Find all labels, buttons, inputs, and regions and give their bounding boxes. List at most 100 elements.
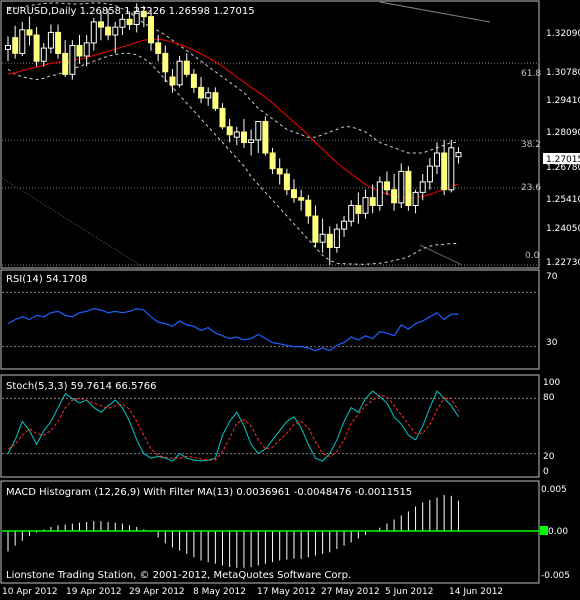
candle-body — [441, 152, 448, 191]
candle-body — [269, 152, 276, 170]
candle-body — [348, 205, 355, 222]
candle-body — [133, 10, 140, 25]
candle-body — [405, 170, 412, 206]
candle-body — [5, 45, 11, 50]
macd-axis-top: 0.005 — [541, 485, 567, 495]
candle-body — [341, 220, 348, 230]
candle-body — [426, 165, 433, 183]
candle-body — [326, 233, 333, 248]
rsi-axis-30: 30 — [546, 338, 558, 348]
candle-body — [255, 121, 262, 141]
candle-body — [190, 73, 197, 88]
candle-body — [205, 92, 212, 99]
macd-title: MACD Histogram (12,26,9) With Filter MA(… — [6, 487, 412, 498]
candle-body — [55, 31, 62, 54]
candle-body — [298, 197, 305, 201]
candle-body — [376, 181, 383, 206]
stoch-main-line — [7, 390, 459, 462]
price-label-6: 1.25410 — [546, 195, 580, 205]
candle-body — [384, 181, 390, 191]
candle-body — [212, 92, 219, 109]
candle-body — [291, 189, 297, 199]
candle-body — [241, 131, 247, 143]
candle-body — [105, 26, 112, 36]
candle-body — [419, 181, 426, 193]
candle-body — [398, 170, 405, 204]
candle-body — [83, 42, 90, 57]
main-title: EURUSD,Daily 1.26858 1.27226 1.26598 1.2… — [6, 6, 255, 17]
candle-body — [219, 107, 226, 128]
candle-body — [140, 10, 147, 18]
candle-body — [226, 126, 233, 136]
candle-body — [233, 131, 240, 138]
fibo-label-236: 23.6 — [521, 183, 541, 193]
stoch-title: Stoch(5,3,3) 59.7614 66.5766 — [6, 381, 157, 392]
rsi-title: RSI(14) 54.1708 — [6, 274, 87, 285]
candle-body — [391, 189, 398, 204]
time-label-4: 8 May 2012 — [193, 587, 246, 597]
current-price-tag — [543, 153, 580, 164]
candle-body — [362, 197, 369, 214]
trend-line-right — [419, 244, 463, 266]
candle-body — [276, 168, 283, 175]
moving-average-line — [7, 38, 459, 199]
candle-body — [355, 205, 362, 214]
macd-zero-tag — [540, 526, 548, 535]
candle-body — [455, 152, 462, 158]
time-label-6: 27 May 2012 — [321, 587, 380, 597]
candle-body — [148, 16, 154, 44]
candle-body — [126, 18, 133, 25]
copyright-footer: Lionstone Trading Station, © 2001-2012, … — [6, 570, 351, 581]
stoch-panel-frame — [0, 374, 540, 478]
candle-body — [40, 47, 47, 62]
candle-body — [176, 60, 183, 86]
candle-body — [312, 215, 319, 243]
candle-body — [112, 26, 119, 36]
macd-axis-zero: 0.00 — [548, 527, 568, 537]
candle-body — [90, 21, 97, 44]
time-label-1: 10 Apr 2012 — [2, 587, 58, 597]
candle-body — [33, 34, 40, 62]
price-label-4: 1.28090 — [546, 128, 580, 138]
lower-band-line — [7, 52, 459, 265]
price-label-2: 1.30780 — [546, 68, 580, 78]
stoch-axis-0: 0 — [543, 467, 549, 477]
price-label-1: 1.32090 — [546, 29, 580, 39]
candle-body — [19, 29, 26, 54]
price-label-8: 1.22730 — [546, 258, 580, 268]
current-price-value: 1.27015 — [546, 155, 580, 165]
candle-body — [283, 173, 290, 191]
candle-body — [119, 18, 126, 28]
rsi-panel-frame — [0, 269, 540, 370]
time-label-5: 17 May 2012 — [257, 587, 316, 597]
stoch-axis-80: 80 — [543, 393, 555, 403]
time-label-3: 29 Apr 2012 — [129, 587, 185, 597]
fibo-label-382: 38.2 — [521, 140, 541, 150]
fibo-label-618: 61.8 — [521, 69, 541, 79]
trend-line-top — [379, 1, 491, 23]
candle-body — [47, 31, 54, 49]
price-label-3: 1.29410 — [546, 96, 580, 106]
macd-axis-bottom: -0.005 — [541, 571, 570, 581]
candle-body — [26, 29, 33, 36]
candle-body — [98, 21, 104, 28]
candle-body — [183, 60, 190, 75]
price-label-7: 1.24050 — [546, 224, 580, 234]
time-label-7: 5 Jun 2012 — [385, 587, 433, 597]
macd-panel-frame — [0, 480, 540, 584]
candle-body — [369, 197, 376, 207]
time-label-8: 14 Jun 2012 — [449, 587, 503, 597]
candle-body — [198, 86, 205, 99]
candle-body — [305, 199, 312, 217]
candle-body — [155, 42, 162, 54]
candle-body — [319, 233, 326, 243]
candle-body — [169, 76, 176, 86]
candle-body — [434, 152, 440, 167]
rsi-axis-70: 70 — [546, 272, 558, 282]
candle-body — [262, 121, 269, 154]
candle-body — [76, 45, 83, 57]
candle-body — [162, 52, 169, 73]
stoch-axis-100: 100 — [543, 378, 560, 388]
time-label-2: 19 Apr 2012 — [66, 587, 122, 597]
